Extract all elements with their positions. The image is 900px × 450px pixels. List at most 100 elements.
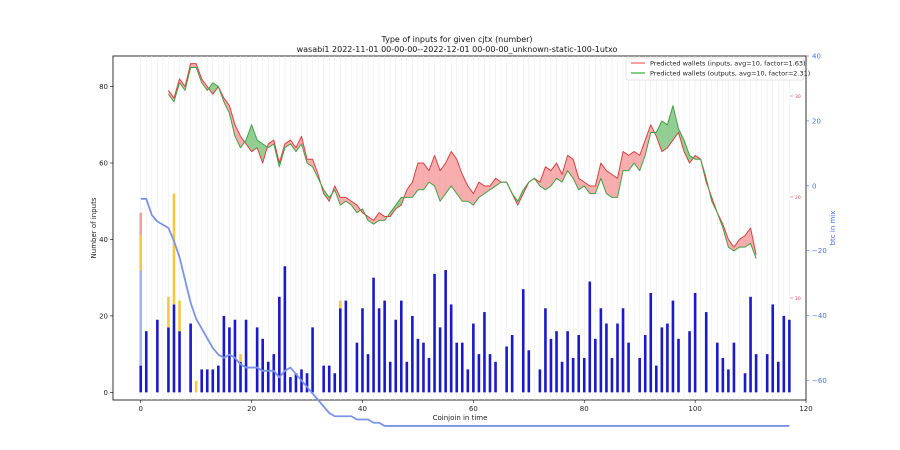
fill-between-segment bbox=[617, 151, 624, 198]
x-tick-label: 120 bbox=[799, 405, 812, 413]
bar-fresh bbox=[200, 369, 204, 393]
bar-fresh bbox=[677, 338, 680, 393]
bar-fresh bbox=[494, 361, 497, 393]
fill-between-segment bbox=[667, 105, 673, 148]
y-tick-label: 60 bbox=[99, 160, 108, 168]
bar-fresh bbox=[172, 304, 176, 393]
x-tick-label: 0 bbox=[138, 405, 142, 413]
bar-fresh bbox=[416, 338, 420, 393]
fill-between-segment bbox=[190, 63, 197, 68]
fill-between-segment bbox=[234, 124, 241, 148]
bar-fresh bbox=[538, 369, 542, 393]
bar-fresh bbox=[272, 354, 276, 393]
legend-label-inputs: Predicted wallets (inputs, avg=10, facto… bbox=[650, 60, 806, 68]
bar-fresh bbox=[255, 327, 259, 393]
bar-fresh bbox=[788, 319, 791, 393]
fill-between-segment bbox=[379, 212, 385, 221]
bar-fresh bbox=[233, 319, 237, 393]
bar-fresh bbox=[466, 369, 470, 393]
bar-fresh bbox=[211, 369, 215, 393]
bar-fresh bbox=[510, 335, 514, 393]
bar-fresh bbox=[666, 323, 669, 393]
bar-fresh bbox=[228, 327, 231, 393]
bar-fresh bbox=[638, 357, 641, 393]
legend-box bbox=[625, 57, 805, 81]
bar-fresh bbox=[266, 361, 270, 393]
fill-between-segment bbox=[606, 170, 612, 198]
y2-tick-label: −40 bbox=[812, 312, 827, 320]
lines-layer bbox=[140, 63, 790, 427]
bar-fresh bbox=[693, 292, 697, 393]
fill-between-segment bbox=[290, 140, 296, 152]
bar-fresh bbox=[422, 342, 425, 393]
bar-fresh bbox=[582, 357, 586, 393]
outputs-wallets-line bbox=[168, 66, 757, 259]
fill-between-segment bbox=[639, 140, 646, 171]
fill-between-segment bbox=[445, 151, 452, 194]
bar-fresh bbox=[765, 354, 769, 393]
bar-fresh bbox=[671, 300, 675, 393]
fill-between-segment bbox=[739, 235, 746, 248]
bar-fresh bbox=[289, 377, 292, 393]
fill-between-segment bbox=[440, 163, 446, 202]
bar-fresh bbox=[322, 365, 325, 393]
fill-between-segment bbox=[390, 205, 396, 217]
bar-fresh bbox=[688, 331, 691, 393]
bar-fresh bbox=[627, 342, 630, 393]
fill-between-segment bbox=[584, 182, 590, 194]
fill-between-segment bbox=[423, 163, 430, 190]
bar-fresh bbox=[261, 338, 264, 393]
bar-fresh bbox=[588, 281, 592, 393]
x-tick-label: 100 bbox=[688, 405, 701, 413]
bar-fresh bbox=[660, 327, 664, 393]
bar-fresh bbox=[311, 327, 314, 393]
fill-between-segment bbox=[284, 140, 291, 148]
bar-fresh bbox=[294, 373, 298, 393]
bar-fresh bbox=[438, 327, 442, 393]
bar-fresh bbox=[144, 331, 148, 393]
fill-between-segment bbox=[578, 178, 585, 190]
fill-between-segment bbox=[495, 178, 502, 186]
fill-between-segment bbox=[434, 155, 441, 202]
fill-between-segment bbox=[589, 185, 596, 194]
fill-between-segment bbox=[672, 105, 679, 141]
bar-fresh bbox=[610, 357, 614, 393]
bar-fresh bbox=[560, 361, 564, 393]
chart-title: Type of inputs for given cjtx (number) bbox=[380, 35, 532, 44]
fill-between-segment bbox=[600, 163, 607, 194]
legend: Predicted wallets (inputs, avg=10, facto… bbox=[625, 57, 810, 81]
y2-axis-label: btc in mix bbox=[829, 211, 837, 246]
bar-yellow bbox=[339, 300, 342, 309]
bar-fresh bbox=[743, 373, 747, 393]
fill-between-segment bbox=[323, 189, 330, 202]
fill-between-segment bbox=[684, 140, 690, 164]
fill-between-segment bbox=[545, 166, 551, 190]
y-tick-label: 40 bbox=[99, 236, 108, 244]
y2-tick-label: 20 bbox=[812, 117, 821, 125]
fill-between-segment bbox=[733, 239, 740, 251]
bar-fresh bbox=[405, 361, 409, 393]
bar-fresh bbox=[344, 300, 348, 393]
bar-fresh bbox=[649, 292, 653, 393]
bar-yellow bbox=[178, 300, 181, 332]
bar-fresh bbox=[222, 315, 226, 393]
fill-between-segment bbox=[417, 163, 424, 190]
bar-fresh bbox=[643, 335, 647, 393]
bar-fresh bbox=[771, 304, 775, 393]
bar-fresh bbox=[483, 312, 486, 393]
bar-fresh bbox=[749, 296, 752, 393]
bar-fresh bbox=[355, 342, 359, 393]
bar-fresh bbox=[776, 361, 780, 393]
y3-tick-label: 10 bbox=[795, 296, 801, 302]
bar-yellow bbox=[167, 296, 170, 328]
fill-between-segment bbox=[340, 197, 346, 206]
plot-frame bbox=[112, 55, 807, 401]
bar-fresh bbox=[727, 369, 730, 393]
bar-fresh bbox=[283, 266, 287, 393]
fill-between-segment bbox=[661, 120, 668, 152]
bar-yellow bbox=[239, 354, 242, 362]
btc-in-mix-line bbox=[140, 197, 790, 427]
legend-label-outputs: Predicted wallets (outputs, avg=10, fact… bbox=[650, 70, 810, 78]
x-tick-label: 20 bbox=[247, 405, 256, 413]
